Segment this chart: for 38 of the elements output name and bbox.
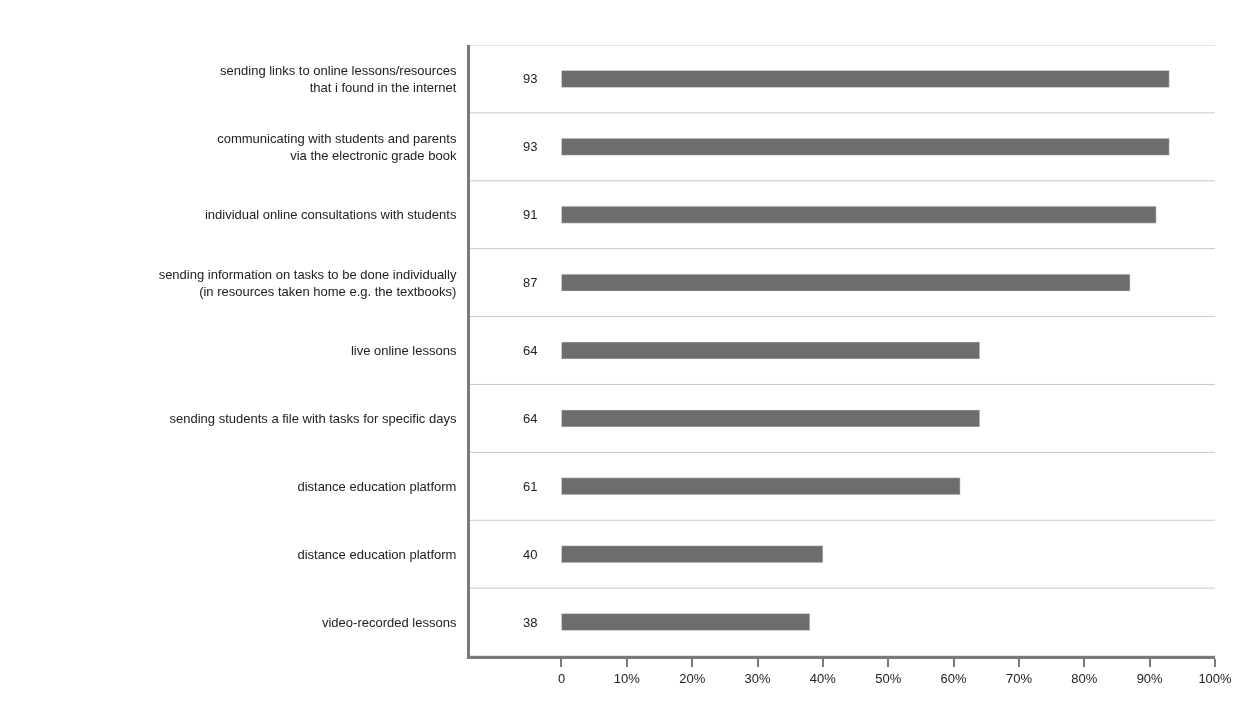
data-label: 38 [523, 615, 538, 630]
data-label: 61 [523, 479, 538, 494]
y-tick-label: communicating with students and parents via the electronic grade book [217, 130, 457, 163]
x-tick-label: 20% [679, 670, 706, 686]
data-label: 93 [523, 139, 538, 154]
x-tick-label: 80% [1071, 670, 1098, 686]
y-tick-label: distance education platform [297, 478, 457, 494]
y-tick-label: video-recorded lessons [321, 614, 457, 630]
data-label: 40 [523, 547, 538, 562]
x-tick-label: 90% [1136, 670, 1164, 686]
x-tick-label: 50% [875, 670, 902, 686]
bar [561, 70, 1170, 88]
data-label: 87 [523, 275, 538, 290]
bar [561, 273, 1131, 292]
x-tick-label: 70% [1005, 670, 1033, 686]
bar [561, 545, 824, 563]
bar [561, 409, 980, 428]
x-tick-label: 100% [1198, 670, 1233, 686]
y-tick-label: sending students a file with tasks for specific days [169, 410, 457, 426]
x-tick-label: 40% [809, 670, 837, 686]
x-tick-label: 30% [744, 670, 771, 686]
data-label: 91 [523, 207, 538, 222]
y-tick-label: sending links to online lessons/resources that i found in the internet [220, 63, 457, 95]
x-tick-label: 60% [940, 670, 968, 686]
bar [561, 613, 811, 631]
x-tick-label: 10% [613, 670, 641, 686]
bar [561, 138, 1170, 156]
bar [561, 205, 1157, 224]
bar [561, 477, 961, 496]
x-tick-label: 0 [557, 670, 566, 686]
data-label: 93 [523, 71, 538, 86]
y-tick-label: distance education platform [297, 546, 457, 562]
y-tick-label: live online lessons [350, 343, 457, 359]
y-tick-label: individual online consultations with students [204, 207, 457, 223]
bar [561, 341, 980, 360]
y-tick-label: sending information on tasks to be done individually (in resources taken home e.g. the textbooks) [158, 266, 457, 299]
data-label: 64 [523, 411, 538, 426]
data-label: 64 [523, 343, 538, 358]
